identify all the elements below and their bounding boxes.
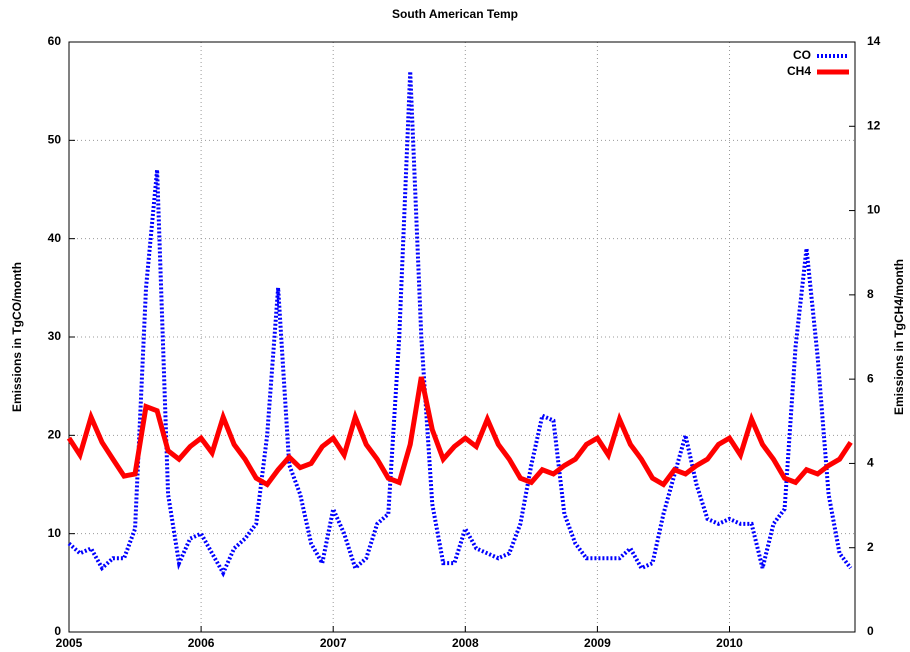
plot-frame: [68, 41, 856, 633]
legend-label: CH4: [787, 64, 811, 78]
y-tick-label: 50: [48, 133, 62, 147]
y2-tick-label: 0: [867, 624, 874, 638]
x-tick-label: 2009: [584, 636, 611, 650]
y-axis-label: Emissions in TgCO/month: [10, 262, 24, 412]
y2-tick-label: 14: [867, 34, 881, 48]
y2-tick-label: 2: [867, 540, 874, 554]
y2-tick-label: 10: [867, 203, 881, 217]
x-tick-label: 2006: [188, 636, 215, 650]
y2-tick-label: 6: [867, 371, 874, 385]
legend-label: CO: [793, 48, 811, 62]
x-tick-label: 2010: [716, 636, 743, 650]
x-tick-label: 2007: [320, 636, 347, 650]
y-tick-label: 40: [48, 231, 62, 245]
y2-tick-label: 4: [867, 456, 874, 470]
data-line: [67, 71, 853, 578]
data-line: [66, 376, 853, 488]
x-tick-label: 2005: [56, 636, 83, 650]
chart-title: South American Temp: [392, 7, 518, 21]
y2-tick-label: 12: [867, 118, 881, 132]
y-tick-label: 20: [48, 428, 62, 442]
y-tick-label: 10: [48, 526, 62, 540]
x-tick-label: 2008: [452, 636, 479, 650]
y-tick-label: 30: [48, 329, 62, 343]
y-tick-label: 60: [48, 34, 62, 48]
y2-axis-label: Emissions in TgCH4/month: [892, 259, 906, 415]
y-tick-label: 0: [54, 624, 61, 638]
y2-tick-label: 8: [867, 287, 874, 301]
